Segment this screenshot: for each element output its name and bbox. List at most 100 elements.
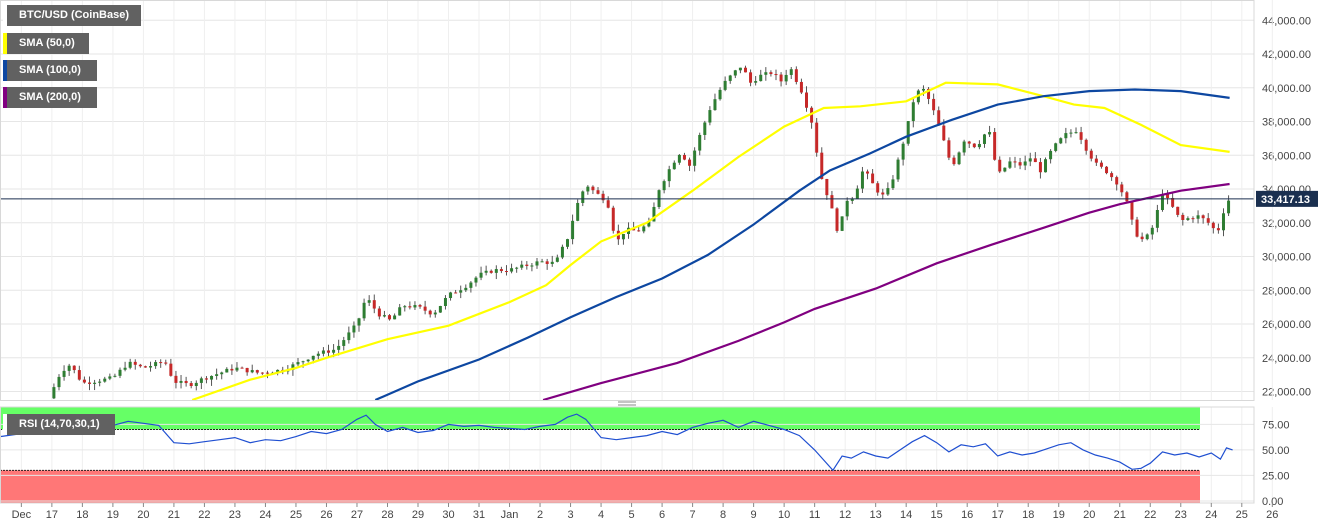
candle-body [932, 98, 936, 111]
legend-title[interactable]: BTC/USD (CoinBase) [3, 5, 141, 26]
legend-sma50[interactable]: SMA (50,0) [3, 33, 89, 54]
candle-body [1018, 162, 1022, 166]
candle-body [1221, 213, 1225, 231]
candle-body [225, 368, 229, 373]
candle-body [520, 264, 524, 268]
candle-body [799, 81, 803, 93]
rsi-overbought-zone [0, 407, 1200, 430]
candle-body [820, 152, 824, 179]
candle-body [886, 188, 890, 195]
candle-body [240, 367, 244, 369]
x-tick-label: 17 [992, 509, 1004, 521]
candle-body [993, 132, 997, 160]
candle-body [677, 154, 681, 163]
candle-body [72, 365, 76, 371]
candle-body [393, 315, 397, 320]
candle-body [972, 143, 976, 148]
candle-body [87, 382, 91, 384]
x-tick-label: Dec [12, 509, 32, 521]
y-tick-label: 26,000.00 [1262, 319, 1311, 331]
x-tick-label: 22 [1144, 509, 1156, 521]
candle-body [560, 246, 564, 258]
candle-body [688, 159, 692, 166]
candle-body [601, 193, 605, 201]
candle-body [1028, 158, 1032, 162]
candle-body [1105, 166, 1109, 174]
rsi-frame [0, 406, 1255, 504]
candle-body [149, 366, 153, 368]
candle-body [93, 382, 97, 384]
candle-body [245, 367, 249, 373]
x-tick-label: 6 [659, 509, 665, 521]
candle-body [591, 186, 595, 191]
candle-body [876, 183, 880, 193]
candle-body [250, 370, 254, 373]
candle-body [1155, 210, 1159, 228]
candle-body [388, 315, 392, 320]
candle-body [652, 206, 656, 222]
candle-body [942, 125, 946, 141]
candle-body [784, 74, 788, 82]
candle-body [1038, 162, 1042, 173]
legend-sma200[interactable]: SMA (200,0) [3, 87, 97, 108]
candle-body [235, 367, 239, 371]
y-tick-label: 22,000.00 [1262, 387, 1311, 399]
x-tick-label: 2 [537, 509, 543, 521]
candle-body [1166, 194, 1170, 199]
candle-body [927, 88, 931, 99]
x-tick-label: Jan [501, 509, 519, 521]
candle-body [433, 312, 437, 315]
candle-body [881, 192, 885, 195]
chart-title: BTC/USD (CoinBase) [19, 9, 130, 21]
candle-body [845, 200, 849, 217]
x-tick-label: 19 [107, 509, 119, 521]
x-tick-label: 8 [720, 509, 726, 521]
candle-body [454, 292, 458, 294]
legend-sma100-label: SMA (100,0) [19, 64, 81, 76]
candle-body [794, 69, 798, 82]
candle-body [586, 186, 590, 192]
x-tick-label: 23 [1175, 509, 1187, 521]
candle-body [418, 305, 422, 307]
candles-group [52, 65, 1231, 400]
candle-body [906, 121, 910, 144]
candle-body [459, 290, 463, 293]
candle-body [169, 363, 173, 376]
candle-body [510, 268, 514, 272]
candle-body [403, 306, 407, 308]
current-price-tag [1256, 190, 1318, 207]
candle-body [789, 69, 793, 75]
candle-body [230, 368, 234, 371]
x-tick-label: 21 [1114, 509, 1126, 521]
candle-body [1013, 161, 1017, 163]
candle-body [825, 178, 829, 196]
candle-body [220, 372, 224, 375]
candle-body [499, 269, 503, 272]
x-tick-label: 18 [76, 509, 88, 521]
candle-body [550, 261, 554, 264]
x-tick-label: 9 [751, 509, 757, 521]
x-tick-label: 5 [629, 509, 635, 521]
candle-body [860, 171, 864, 189]
candle-body [1003, 167, 1007, 172]
candle-body [316, 353, 320, 356]
rsi-tick-label: 0.00 [1262, 496, 1283, 508]
candle-body [159, 362, 163, 364]
candle-body [357, 318, 361, 326]
candle-body [733, 70, 737, 76]
legend-sma100[interactable]: SMA (100,0) [3, 60, 97, 81]
x-tick-label: 14 [900, 509, 912, 521]
y-tick-label: 28,000.00 [1262, 285, 1311, 297]
candle-body [540, 261, 544, 263]
candle-body [352, 325, 356, 333]
candle-body [769, 72, 773, 75]
candle-body [1049, 150, 1053, 160]
candle-body [362, 302, 366, 319]
x-tick-label: 24 [1205, 509, 1217, 521]
y-tick-label: 24,000.00 [1262, 353, 1311, 365]
candle-body [723, 80, 727, 90]
candle-body [749, 72, 753, 83]
legend-rsi[interactable]: RSI (14,70,30,1) [3, 414, 115, 435]
candle-body [1140, 236, 1144, 240]
